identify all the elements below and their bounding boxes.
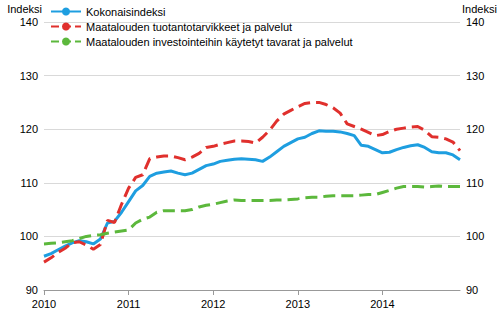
svg-text:2014: 2014 (370, 298, 394, 310)
svg-text:110: 110 (20, 177, 38, 189)
svg-text:2012: 2012 (201, 298, 225, 310)
svg-text:Maatalouden tuotantotarvikkeet: Maatalouden tuotantotarvikkeet ja palvel… (86, 21, 292, 33)
svg-text:100: 100 (466, 230, 484, 242)
svg-text:120: 120 (20, 123, 38, 135)
svg-text:Indeksi: Indeksi (462, 3, 497, 15)
svg-text:140: 140 (20, 16, 38, 28)
svg-text:110: 110 (466, 177, 484, 189)
svg-text:2013: 2013 (286, 298, 310, 310)
svg-text:100: 100 (20, 230, 38, 242)
svg-text:130: 130 (20, 70, 38, 82)
svg-text:2011: 2011 (117, 298, 141, 310)
svg-text:Indeksi: Indeksi (7, 3, 42, 15)
svg-text:Maatalouden investointeihin kä: Maatalouden investointeihin käytetyt tav… (86, 36, 353, 48)
svg-text:Kokonaisindeksi: Kokonaisindeksi (86, 6, 166, 18)
svg-text:140: 140 (466, 16, 484, 28)
svg-text:90: 90 (466, 284, 478, 296)
svg-text:90: 90 (26, 284, 38, 296)
svg-text:120: 120 (466, 123, 484, 135)
svg-text:130: 130 (466, 70, 484, 82)
svg-text:2010: 2010 (32, 298, 56, 310)
